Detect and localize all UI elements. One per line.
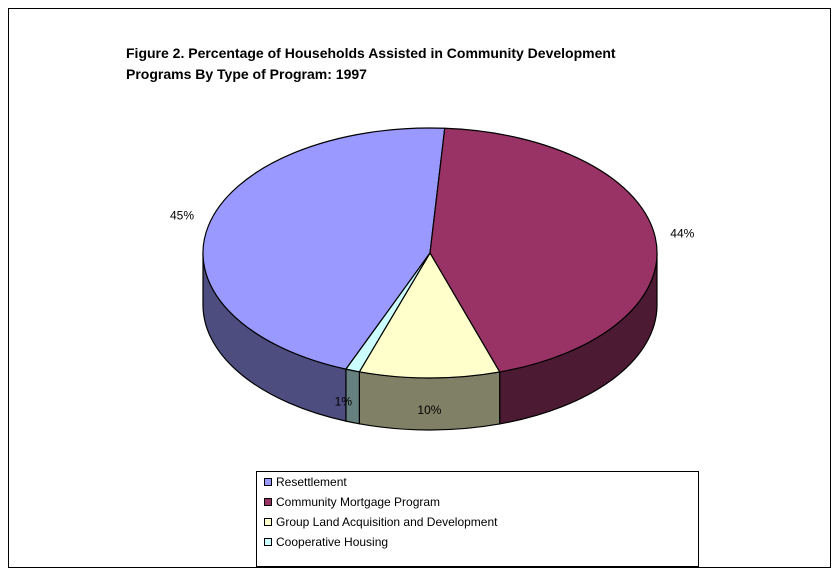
pie-slice — [429, 127, 658, 373]
legend: Resettlement Community Mortgage Program … — [256, 471, 699, 567]
legend-item: Resettlement — [264, 474, 347, 490]
slice-percent-label: 45% — [170, 208, 194, 222]
pie-chart: 45% 44% 10% 1% — [170, 127, 695, 431]
legend-swatch — [264, 538, 272, 546]
slice-percent-label: 44% — [670, 227, 694, 241]
legend-label: Cooperative Housing — [276, 535, 389, 549]
pie-slice — [358, 252, 501, 379]
legend-label: Community Mortgage Program — [276, 495, 441, 509]
chart-title-line-2: Programs By Type of Program: 1997 — [126, 66, 367, 82]
legend-item: Group Land Acquisition and Development — [264, 514, 497, 530]
chart-title-line-1: Figure 2. Percentage of Households Assis… — [126, 45, 616, 61]
legend-label: Group Land Acquisition and Development — [276, 515, 498, 529]
legend-swatch — [264, 498, 272, 506]
pie-side-wall — [358, 371, 501, 431]
legend-item: Cooperative Housing — [264, 534, 388, 550]
legend-swatch — [264, 478, 272, 486]
pie-slice — [202, 127, 446, 370]
slice-percent-label: 10% — [417, 403, 441, 417]
slice-percent-label: 1% — [335, 394, 353, 408]
pie-slice — [345, 252, 431, 373]
legend-item: Community Mortgage Program — [264, 494, 440, 510]
chart-frame: Figure 2. Percentage of Households Assis… — [8, 8, 831, 568]
legend-swatch — [264, 518, 272, 526]
legend-label: Resettlement — [276, 475, 347, 489]
